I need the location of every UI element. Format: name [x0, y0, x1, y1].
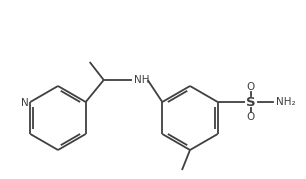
- Text: NH₂: NH₂: [276, 97, 295, 107]
- Text: N: N: [21, 98, 29, 108]
- Text: O: O: [247, 112, 255, 122]
- Text: NH: NH: [134, 75, 149, 85]
- Text: O: O: [247, 82, 255, 92]
- Text: S: S: [246, 96, 256, 108]
